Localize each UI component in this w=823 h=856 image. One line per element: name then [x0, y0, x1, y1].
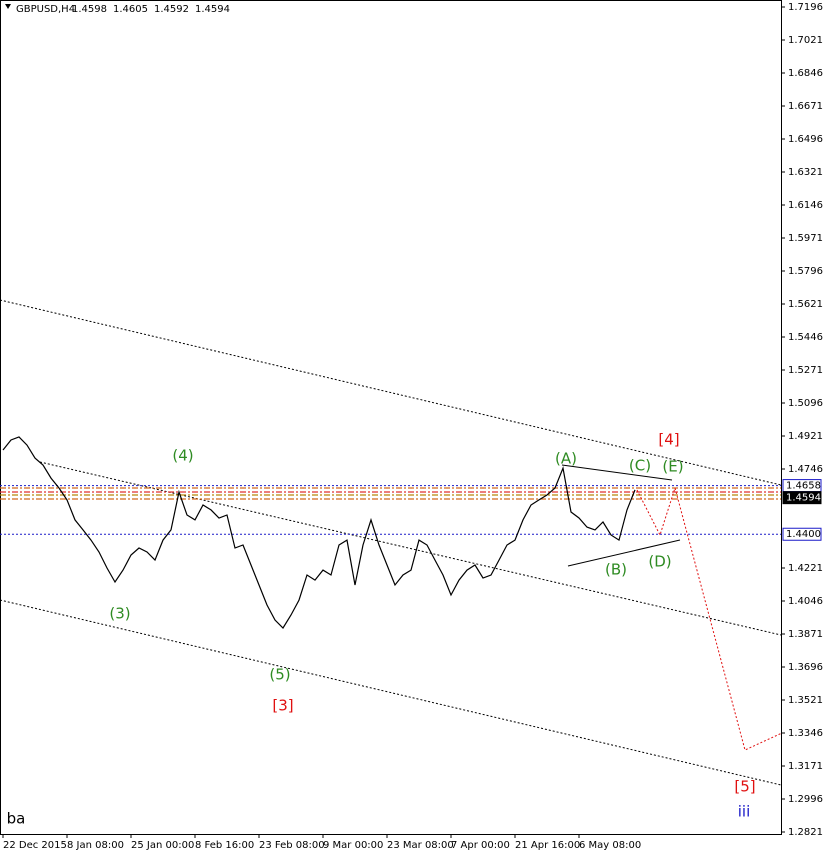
y-tick-label: 1.6146: [788, 200, 823, 211]
ohlc-value: 1.4594: [195, 4, 230, 15]
y-tick-label: 1.4221: [788, 563, 823, 574]
wave-label: iii: [738, 803, 751, 821]
y-tick-label: 1.6671: [788, 101, 823, 112]
x-tick-label: 9 Mar 00:00: [323, 840, 383, 851]
ohlc-value: 1.4592: [154, 4, 189, 15]
price-box: [782, 491, 822, 505]
price-box-label: 1.4594: [786, 493, 821, 504]
plot-frame: [0, 0, 782, 835]
y-tick-label: 1.4046: [788, 596, 823, 607]
x-tick-label: 22 Dec 2015: [3, 840, 67, 851]
price-line-series: [2, 436, 636, 629]
y-tick-label: 1.7021: [788, 35, 823, 46]
x-tick-label: 7 Apr 00:00: [451, 840, 510, 851]
x-tick-label: 6 May 08:00: [579, 840, 641, 851]
y-tick-label: 1.6496: [788, 134, 823, 145]
y-tick-label: 1.4921: [788, 431, 823, 442]
wave-label: [3]: [272, 697, 293, 715]
wave-label: [4]: [658, 431, 679, 449]
wave-label: (3): [109, 605, 130, 623]
channel-top: [0, 299, 782, 486]
wave-label: (A): [555, 450, 577, 468]
menu-triangle: [5, 4, 11, 9]
price-box-label: 1.4400: [786, 529, 821, 540]
y-tick-label: 1.4746: [788, 464, 823, 475]
y-tick-label: 1.5271: [788, 365, 823, 376]
price-box-label: 1.4658: [786, 481, 821, 492]
wave-label: [5]: [734, 778, 755, 796]
y-tick-label: 1.3171: [788, 761, 823, 772]
wave-label: (D): [648, 553, 671, 571]
y-tick-label: 1.3346: [788, 728, 823, 739]
y-tick-label: 1.3871: [788, 629, 823, 640]
x-tick-label: 21 Apr 16:00: [515, 840, 580, 851]
y-tick-label: 1.5621: [788, 299, 823, 310]
channel-middle: [39, 461, 782, 636]
channel-bottom: [0, 599, 782, 786]
wave-label: ba: [7, 810, 26, 828]
wave-label: (B): [605, 561, 627, 579]
ohlc-value: 1.4605: [113, 4, 148, 15]
y-tick-label: 1.6321: [788, 167, 823, 178]
wave-label: (C): [629, 457, 651, 475]
x-tick-label: 8 Feb 16:00: [195, 840, 254, 851]
wave-label: (5): [269, 666, 290, 684]
wave-label: (4): [172, 447, 193, 465]
channel-lines: [0, 299, 782, 786]
y-tick-label: 1.3696: [788, 662, 823, 673]
wave-label: (E): [662, 458, 683, 476]
x-tick-label: 25 Jan 00:00: [131, 840, 194, 851]
ohlc-value: 1.4598: [72, 4, 107, 15]
y-tick-label: 1.5446: [788, 332, 823, 343]
y-tick-label: 1.2821: [788, 827, 823, 838]
triangle-upper: [561, 464, 673, 481]
triangle-lower: [567, 539, 681, 567]
price-box: [782, 527, 822, 541]
y-tick-label: 1.2996: [788, 794, 823, 805]
symbol: GBPUSD,H4: [16, 4, 75, 15]
y-tick-label: 1.3521: [788, 695, 823, 706]
y-tick-label: 1.7196: [788, 2, 823, 13]
x-tick-label: 8 Jan 08:00: [67, 840, 124, 851]
y-tick-label: 1.5096: [788, 398, 823, 409]
x-tick-label: 23 Feb 08:00: [259, 840, 325, 851]
y-tick-label: 1.5971: [788, 233, 823, 244]
x-tick-label: 23 Mar 08:00: [387, 840, 454, 851]
y-tick-label: 1.6846: [788, 68, 823, 79]
y-tick-label: 1.5796: [788, 266, 823, 277]
forecast-path: [636, 486, 783, 751]
fib-levels: [0, 487, 781, 500]
